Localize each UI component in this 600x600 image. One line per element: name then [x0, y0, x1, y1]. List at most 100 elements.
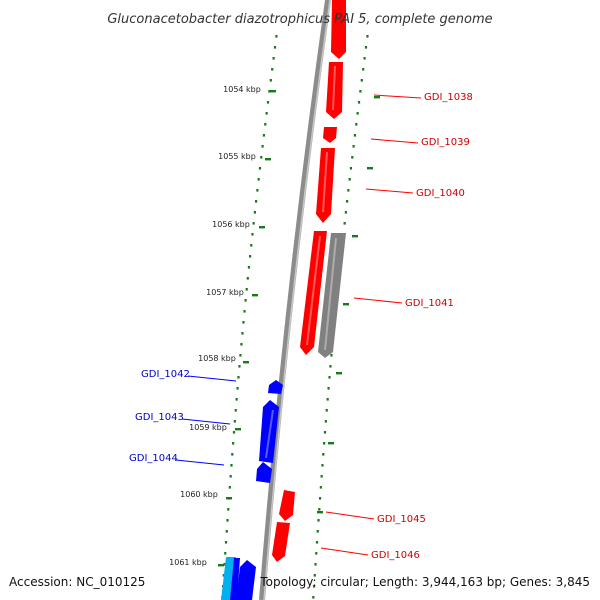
label-leader-line [320, 547, 369, 556]
tick-dot [272, 57, 275, 60]
tick-dot [240, 343, 243, 346]
gene-arrow-reverse[interactable] [236, 560, 256, 600]
kbp-label: 1059 kbp [189, 423, 227, 432]
tick-dot [235, 398, 238, 401]
gene-label-reverse[interactable]: GDI_1044 [129, 453, 178, 464]
gene-label-reverse[interactable]: GDI_1042 [141, 369, 190, 380]
kbp-label: 1054 kbp [223, 85, 261, 94]
kbp-label: 1056 kbp [212, 220, 250, 229]
kbp-label: 1057 kbp [206, 288, 244, 297]
genome-backbone-highlight [263, 0, 331, 600]
tick-dot [321, 464, 324, 467]
tick-dot [264, 123, 267, 126]
gene-arrow-forward[interactable] [272, 522, 290, 562]
gene-label-forward[interactable]: GDI_1040 [416, 188, 465, 199]
tick-dot [328, 376, 331, 379]
tick-dot [231, 453, 234, 456]
tick-dot [325, 409, 328, 412]
tick-dot [241, 332, 244, 335]
gene-arrow-forward[interactable] [279, 490, 295, 521]
gene-shine [322, 151, 328, 213]
gene-arrow-forward[interactable] [300, 231, 327, 355]
label-leader-line [325, 511, 375, 520]
tick-dot [324, 420, 327, 423]
gene-label-forward[interactable]: GDI_1041 [405, 298, 454, 309]
major-tick [343, 303, 349, 306]
tick-dot [319, 486, 322, 489]
tick-dot [257, 178, 260, 181]
tick-dot [316, 530, 319, 533]
kbp-label: 1060 kbp [180, 490, 218, 499]
tick-dot [323, 431, 327, 434]
tick-dot [223, 563, 226, 566]
gene-shine [306, 235, 321, 346]
gene-label-forward[interactable]: GDI_1039 [421, 137, 470, 148]
tick-dot [353, 134, 357, 137]
kbp-label: 1058 kbp [198, 354, 236, 363]
tick-dot [233, 420, 236, 423]
tick-dot [262, 134, 266, 137]
topology-text: Topology: circular; Length: 3,944,163 bp… [259, 575, 590, 589]
tick-dot [362, 68, 365, 71]
gene-shine [265, 409, 274, 459]
tick-dot [343, 222, 346, 225]
major-tick [265, 158, 271, 161]
tick-dot [224, 541, 228, 544]
gene-arrow-forward[interactable] [323, 127, 337, 143]
gene-label-forward[interactable]: GDI_1038 [424, 92, 473, 103]
kbp-label: 1055 kbp [218, 152, 256, 161]
tick-dot [312, 585, 316, 588]
tick-dot [344, 211, 347, 214]
tick-dot [229, 475, 232, 478]
tick-dot [364, 46, 368, 49]
outer-tick-ring [218, 35, 380, 599]
tick-dot [346, 200, 349, 203]
tick-dot [355, 123, 358, 126]
gene-arrow-reverse[interactable] [259, 400, 279, 463]
tick-dot [330, 354, 333, 357]
tick-dot [228, 486, 231, 489]
gene-arrow-pseudo[interactable] [318, 233, 346, 358]
major-tick [328, 442, 334, 445]
genome-title: Gluconacetobacter diazotrophicus PAI 5, … [107, 12, 492, 27]
tick-dot [239, 354, 242, 357]
gene-arrow-forward[interactable] [326, 62, 343, 119]
tick-dot [236, 387, 239, 390]
tick-dot [317, 519, 320, 522]
gene-arrow-forward[interactable] [316, 148, 335, 223]
label-leader-line [187, 375, 237, 382]
gene-arrow-reverse[interactable] [256, 462, 272, 483]
tick-dot [318, 497, 322, 500]
tick-dot [252, 222, 255, 225]
tick-dot [366, 35, 369, 38]
tick-dot [246, 277, 249, 280]
tick-dot [314, 563, 317, 566]
tick-dot [245, 288, 248, 291]
gene-shine [324, 237, 337, 351]
tick-dot [261, 145, 264, 148]
gene-arrow-forward[interactable] [331, 0, 346, 59]
gene-label-forward[interactable]: GDI_1045 [377, 514, 426, 525]
tick-dot [271, 68, 274, 71]
kbp-labels: 1054 kbp 1055 kbp 1056 kbp 1057 kbp 1058 kbp… [169, 85, 261, 567]
tick-dot [238, 365, 241, 368]
tick-dot [315, 541, 319, 544]
major-tick [317, 511, 323, 514]
genome-backbone [259, 0, 331, 600]
tick-dot [348, 178, 351, 181]
tick-dot [242, 321, 245, 324]
label-leader-line [370, 138, 419, 144]
gene-arrow-reverse[interactable] [268, 380, 283, 394]
tick-dot [253, 211, 256, 214]
tick-dot [326, 398, 329, 401]
tick-dot [226, 519, 229, 522]
tick-dot [256, 189, 259, 192]
tick-dot [224, 552, 227, 555]
tick-dot [232, 442, 235, 445]
gene-label-reverse[interactable]: GDI_1043 [135, 412, 184, 423]
gene-arrow-reverse[interactable] [230, 558, 240, 600]
gene-label-forward[interactable]: GDI_1046 [371, 550, 420, 561]
label-leader-line [365, 188, 414, 194]
tick-dot [320, 475, 323, 478]
